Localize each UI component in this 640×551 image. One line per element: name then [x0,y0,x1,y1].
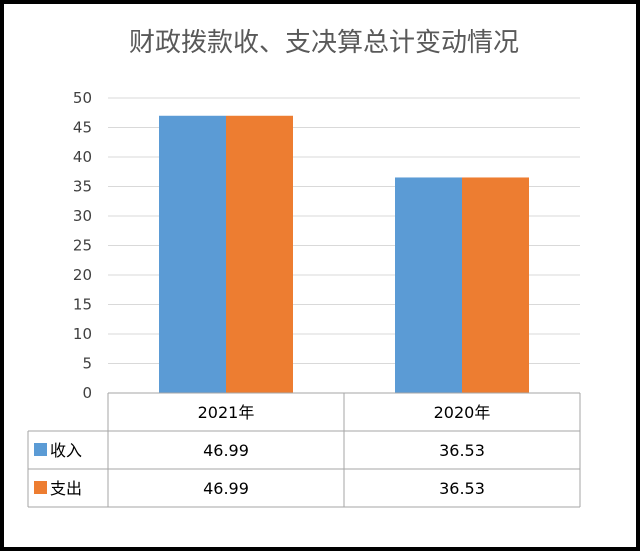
legend-label: 收入 [50,441,82,460]
bar-收入-2021年 [159,115,226,393]
data-label: 36.53 [439,479,485,498]
data-label: 46.99 [203,441,249,460]
chart-title: 财政拨款收、支决算总计变动情况 [128,28,519,58]
bar-支出-2020年 [462,177,529,393]
legend-swatch-支出 [34,481,47,494]
bar-支出-2021年 [226,115,293,393]
bars [159,115,529,393]
y-axis-ticks: 0 5 10 15 20 25 30 35 40 45 50 [73,89,92,402]
data-label: 46.99 [203,479,249,498]
y-tick-label: 10 [73,325,92,343]
y-tick-label: 5 [82,355,92,373]
y-tick-label: 0 [82,384,92,402]
y-tick-label: 20 [73,266,92,284]
category-label: 2021年 [198,403,255,422]
y-tick-label: 35 [73,178,92,196]
category-label: 2020年 [434,403,491,422]
y-tick-label: 40 [73,148,92,166]
data-label: 36.53 [439,441,485,460]
y-tick-label: 45 [73,119,92,137]
y-tick-label: 30 [73,207,92,225]
legend-swatch-收入 [34,443,47,456]
y-tick-label: 25 [73,237,92,255]
y-tick-label: 50 [73,89,92,107]
y-tick-label: 15 [73,296,92,314]
legend-label: 支出 [50,479,82,498]
bar-收入-2020年 [395,177,462,393]
